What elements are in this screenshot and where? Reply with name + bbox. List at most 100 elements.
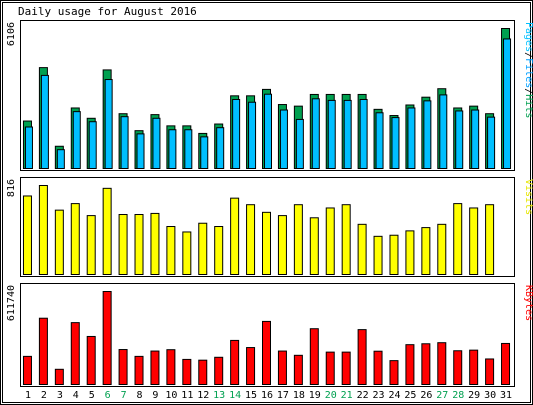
x-tick-label-day-16: 16: [261, 390, 273, 401]
bar-traffic-files-day-9: [152, 117, 161, 169]
bar-kbytes-kbytes-day-23: [373, 350, 383, 386]
panel-traffic-y-max-label: 6106: [6, 22, 17, 46]
bar-kbytes-kbytes-day-16: [262, 320, 271, 386]
bar-kbytes-kbytes-day-12: [198, 359, 208, 385]
x-tick-label-day-29: 29: [468, 390, 480, 401]
bar-kbytes-kbytes-day-9: [150, 350, 160, 385]
bar-traffic-files-day-31: [503, 38, 512, 169]
panel-kbytes: 611740 KBytes: [6, 283, 533, 387]
bar-visits-visits-day-16: [262, 211, 271, 276]
x-tick-label-day-26: 26: [420, 390, 432, 401]
bar-traffic-files-day-19: [311, 98, 320, 169]
bar-traffic-files-day-7: [120, 116, 129, 169]
bar-traffic-files-day-17: [279, 109, 288, 170]
bar-visits-visits-day-15: [246, 204, 256, 275]
x-tick-label-day-19: 19: [309, 390, 321, 401]
bar-traffic-files-day-30: [487, 116, 496, 169]
bar-visits-visits-day-30: [485, 204, 495, 275]
bar-traffic-files-day-8: [136, 133, 145, 169]
bar-kbytes-kbytes-day-20: [325, 351, 335, 385]
x-tick-label-day-17: 17: [277, 390, 289, 401]
bar-kbytes-kbytes-day-2: [38, 317, 48, 386]
bar-visits-visits-day-3: [54, 209, 64, 275]
x-tick-label-day-18: 18: [293, 390, 305, 401]
bar-traffic-files-day-16: [264, 93, 272, 169]
bar-traffic-files-day-28: [455, 110, 464, 169]
x-tick-label-day-14: 14: [229, 390, 241, 401]
x-tick-label-day-31: 31: [500, 390, 512, 401]
bar-visits-visits-day-7: [118, 214, 128, 275]
bar-visits-visits-day-19: [309, 217, 319, 276]
bar-kbytes-kbytes-day-14: [230, 339, 240, 385]
bar-traffic-files-day-15: [248, 101, 257, 169]
bar-kbytes-kbytes-day-3: [54, 368, 64, 385]
panel-traffic-side-label-part-0: Pages: [523, 22, 533, 52]
bar-kbytes-kbytes-day-22: [357, 329, 367, 385]
bar-traffic-files-day-20: [327, 99, 336, 169]
bar-traffic-files-day-18: [295, 118, 304, 169]
bar-visits-visits-day-14: [230, 197, 240, 275]
bar-traffic-files-day-11: [184, 129, 193, 169]
bar-kbytes-kbytes-day-17: [277, 350, 287, 385]
panel-visits-y-max-label: 816: [6, 179, 17, 197]
bar-visits-visits-day-28: [453, 203, 463, 275]
x-tick-label-day-24: 24: [388, 390, 400, 401]
panel-traffic-side-label-part-2: Files: [523, 58, 533, 88]
x-tick-label-day-21: 21: [341, 390, 353, 401]
bar-visits-visits-day-21: [341, 204, 351, 275]
panel-kbytes-side-label: KBytes: [523, 285, 533, 321]
x-tick-label-day-1: 1: [25, 390, 31, 401]
x-tick-label-day-20: 20: [325, 390, 337, 401]
bar-kbytes-kbytes-day-18: [293, 354, 303, 385]
bar-visits-visits-day-25: [405, 230, 415, 275]
bar-traffic-files-day-29: [471, 109, 480, 170]
bar-visits-visits-day-5: [86, 215, 96, 275]
x-tick-label-day-30: 30: [484, 390, 496, 401]
bar-visits-visits-day-2: [38, 185, 48, 275]
x-tick-label-day-25: 25: [404, 390, 416, 401]
panel-traffic-side-label-part-1: /: [523, 52, 533, 58]
bar-visits-visits-day-1: [22, 195, 32, 275]
panel-visits: 816 Visits: [6, 177, 533, 277]
x-tick-label-day-23: 23: [373, 390, 385, 401]
bar-kbytes-kbytes-day-11: [182, 358, 192, 385]
bar-kbytes-kbytes-day-4: [70, 322, 80, 385]
bar-traffic-files-day-12: [200, 136, 209, 170]
bar-visits-visits-day-27: [437, 223, 447, 275]
bar-kbytes-kbytes-day-21: [341, 351, 351, 385]
bar-visits-visits-day-20: [325, 207, 335, 275]
x-tick-label-day-10: 10: [165, 390, 177, 401]
panel-kbytes-side-label-part-0: KBytes: [523, 285, 533, 321]
x-tick-label-day-13: 13: [213, 390, 225, 401]
bar-traffic-files-day-3: [56, 149, 65, 170]
bar-traffic-files-day-2: [40, 74, 49, 169]
bar-kbytes-kbytes-day-19: [309, 328, 319, 386]
bar-kbytes-kbytes-day-24: [389, 360, 399, 386]
bar-kbytes-kbytes-day-5: [86, 335, 96, 386]
x-tick-label-day-4: 4: [73, 390, 79, 401]
panel-traffic-side-label-part-4: Hits: [523, 94, 533, 118]
bar-visits-visits-day-10: [166, 226, 176, 276]
x-tick-label-day-15: 15: [245, 390, 257, 401]
panel-traffic-side-label-part-3: /: [523, 88, 533, 94]
bar-traffic-files-day-13: [216, 127, 225, 169]
bar-visits-visits-day-22: [357, 223, 367, 275]
x-axis-labels: 1 2 3 4 5 6 7 8 9 10 11 12 13 14 15 16 17 18 19 20 21 22 23 24 2…: [25, 390, 512, 401]
panel-visits-side-label: Visits: [523, 179, 533, 215]
bar-visits-visits-day-17: [277, 215, 287, 275]
bar-kbytes-kbytes-day-30: [485, 358, 495, 386]
bar-visits-visits-day-26: [421, 227, 431, 276]
bar-kbytes-kbytes-day-29: [469, 349, 479, 386]
bar-kbytes-kbytes-day-1: [22, 355, 32, 385]
x-tick-label-day-7: 7: [121, 390, 127, 401]
panel-traffic: 6106 Pages/Files/Hits: [6, 20, 533, 171]
x-tick-label-day-3: 3: [57, 390, 63, 401]
bar-traffic-files-day-21: [343, 99, 352, 169]
bar-traffic-files-day-27: [439, 94, 448, 169]
bar-traffic-files-day-14: [232, 98, 241, 169]
x-tick-label-day-28: 28: [452, 390, 464, 401]
x-tick-label-day-6: 6: [105, 390, 111, 401]
bar-visits-visits-day-29: [469, 207, 479, 275]
bar-traffic-files-day-10: [168, 129, 177, 169]
